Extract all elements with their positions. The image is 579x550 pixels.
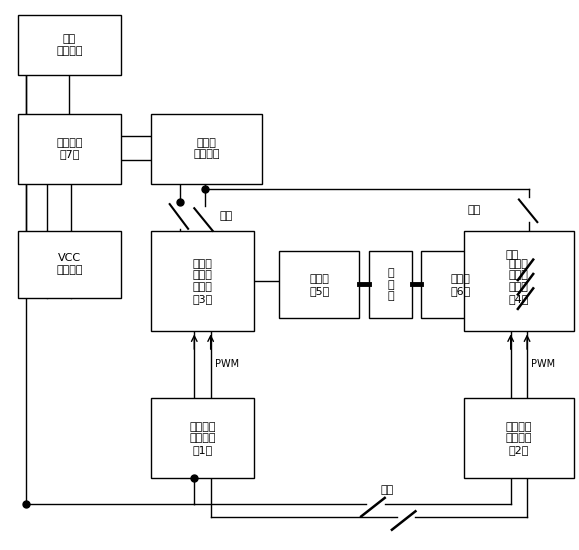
Text: 发电机
（6）: 发电机 （6） bbox=[450, 274, 471, 295]
Bar bbox=[18, 231, 120, 298]
Bar bbox=[464, 398, 574, 478]
Text: 输入
交流电源: 输入 交流电源 bbox=[56, 34, 83, 56]
Bar bbox=[420, 251, 500, 318]
Text: PWM: PWM bbox=[215, 359, 239, 370]
Text: VCC
工作电压: VCC 工作电压 bbox=[56, 254, 83, 275]
Text: 开关: 开关 bbox=[380, 485, 393, 494]
Text: 开关: 开关 bbox=[505, 250, 519, 261]
Text: 逆变器
直流电压: 逆变器 直流电压 bbox=[193, 138, 220, 160]
Text: 发电机
逆变器
功率板
（4）: 发电机 逆变器 功率板 （4） bbox=[509, 258, 529, 304]
Bar bbox=[464, 231, 574, 332]
Text: 整流装置
（7）: 整流装置 （7） bbox=[56, 138, 83, 160]
Text: 电动机
逆变器
功率板
（3）: 电动机 逆变器 功率板 （3） bbox=[192, 258, 212, 304]
Bar bbox=[18, 15, 120, 75]
Text: 电动机
（5）: 电动机 （5） bbox=[309, 274, 329, 295]
Text: 开关: 开关 bbox=[468, 205, 481, 214]
Bar bbox=[151, 231, 254, 332]
Text: 开关: 开关 bbox=[220, 211, 233, 222]
Bar bbox=[151, 114, 262, 184]
Text: 连
轴
器: 连 轴 器 bbox=[387, 268, 394, 301]
Bar bbox=[279, 251, 359, 318]
Bar bbox=[18, 114, 120, 184]
Text: 发电机控
制核心板
（2）: 发电机控 制核心板 （2） bbox=[505, 422, 532, 455]
Text: 电动机控
制核心板
（1）: 电动机控 制核心板 （1） bbox=[189, 422, 216, 455]
Bar bbox=[369, 251, 412, 318]
Text: PWM: PWM bbox=[531, 359, 555, 370]
Bar bbox=[151, 398, 254, 478]
